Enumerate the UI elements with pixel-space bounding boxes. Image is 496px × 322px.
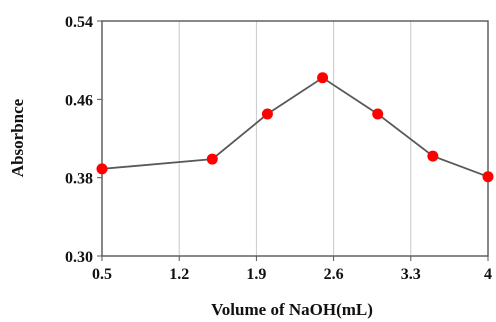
x-tick-label: 1.9	[246, 266, 266, 283]
data-point	[206, 153, 218, 165]
x-tick-label: 0.5	[92, 266, 112, 283]
y-tick-label: 0.54	[65, 14, 93, 31]
x-tick-label: 3.3	[401, 266, 421, 283]
x-tick-label: 2.6	[324, 266, 344, 283]
data-point	[482, 171, 494, 183]
data-point	[317, 72, 329, 84]
x-tick-labels: 0.5 1.2 1.9 2.6 3.3 4	[92, 256, 492, 283]
y-tick-label: 0.38	[65, 171, 93, 188]
y-axis-title: Absorbnce	[8, 98, 27, 177]
data-point	[96, 163, 108, 175]
data-point	[372, 108, 384, 120]
y-tick-label: 0.30	[65, 249, 93, 266]
x-tick-label: 4	[484, 266, 492, 283]
plot-area-frame	[101, 20, 489, 257]
x-axis-title: Volume of NaOH(mL)	[211, 300, 373, 319]
y-tick-label: 0.46	[65, 92, 93, 109]
data-point	[261, 108, 273, 120]
x-tick-label: 1.2	[169, 266, 189, 283]
data-point	[427, 150, 439, 162]
series-line	[101, 76, 489, 178]
y-tick-labels: 0.30 0.38 0.46 0.54	[65, 14, 102, 266]
data-markers	[96, 72, 494, 183]
grid-lines	[178, 21, 412, 256]
